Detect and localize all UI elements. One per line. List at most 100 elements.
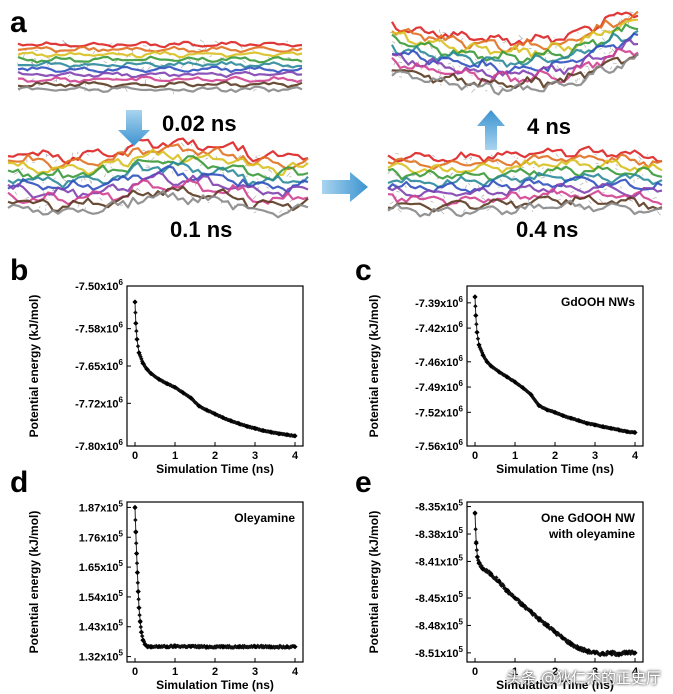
x-tick-label: 0 [132,666,138,678]
x-tick-label: 3 [592,666,598,678]
data-point [536,616,542,622]
time-label-0-02ns: 0.02 ns [162,111,237,136]
snapshot-0-4ns [387,145,663,218]
x-tick-label: 0 [472,450,478,462]
data-point [473,312,479,319]
plot-frame [126,285,304,447]
y-axis-label: Potential energy (kJ/mol) [367,295,381,438]
data-point [600,424,606,430]
data-point [473,304,478,309]
y-tick-label: -7.65x106 [75,358,123,373]
y-tick-label: -7.39x106 [415,295,463,310]
data-point [134,336,140,342]
data-point [488,571,494,577]
time-label-0-4ns: 0.4 ns [516,217,579,242]
data-point [133,310,138,315]
panel-d-letter: d [10,466,29,499]
data-point [140,633,145,639]
x-tick-label: 2 [212,450,218,462]
data-point [474,554,480,560]
data-point [496,369,502,375]
data-point [172,384,178,390]
data-point [133,517,138,523]
panel-a-snapshots [7,10,663,219]
y-tick-label: -8.48x105 [415,617,463,632]
y-tick-label: -7.56x106 [415,438,463,453]
data-point [474,547,479,553]
panel-e-letter: e [355,466,372,499]
x-tick-label: 1 [512,450,518,462]
data-point [134,569,140,576]
series-line [134,507,296,648]
data-point [512,379,518,385]
data-point [476,560,482,566]
y-axis-label: Potential energy (kJ/mol) [367,511,381,654]
data-point [228,418,234,424]
data-point [196,645,202,650]
y-tick-label: 1.76x105 [79,529,124,544]
chart-e: 0 1 2 3 4 -8.51x105 -8.48x105 -8.45x105 -8.41x10… [367,499,644,692]
data-point [236,644,242,650]
data-point [136,605,142,611]
data-point [528,609,534,615]
data-point [137,618,143,624]
x-tick-label: 1 [512,666,518,678]
time-label-0-1ns: 0.1 ns [170,217,233,242]
data-point [204,407,210,413]
data-point [474,322,479,327]
y-tick-label: 1.54x105 [79,589,124,604]
data-point [134,561,140,566]
data-point [268,429,274,435]
chart-annotation: Oleyamine [234,511,295,525]
x-tick-label: 2 [212,666,218,678]
panel-c-letter: c [355,254,372,287]
data-point [136,597,141,602]
data-point [244,423,250,429]
data-point [204,644,210,650]
plot-frame [126,501,304,663]
arrow-down-icon [118,110,150,146]
y-tick-label: -7.46x106 [415,354,463,369]
data-point [137,612,142,618]
data-point [474,329,480,335]
data-point [134,541,139,546]
data-point [484,359,490,365]
data-point [220,643,226,650]
data-point [132,504,138,510]
data-point [135,588,141,595]
data-point [630,649,635,654]
data-point [133,320,139,326]
data-point [140,360,146,366]
y-tick-label: -8.35x105 [415,499,463,514]
data-point [473,527,478,532]
data-point [488,363,494,369]
x-tick-label: 4 [292,450,299,462]
data-point [156,376,162,382]
x-tick-label: 1 [172,450,178,462]
data-point [520,602,526,608]
y-tick-label: -8.38x105 [415,526,463,541]
chart-annotation: One GdOOH NW with oleyamine [541,511,636,541]
y-axis-label: Potential energy (kJ/mol) [27,511,41,654]
watermark: 头条 @狄仁杰的正史厅 [506,669,661,687]
panel-a-letter: a [10,6,27,39]
x-tick-label: 0 [132,450,138,462]
data-point [473,540,479,546]
y-tick-label: 1.32x105 [79,649,124,664]
data-point [188,395,194,401]
data-point [132,299,138,305]
data-point [135,580,140,585]
x-tick-label: 1 [172,666,178,678]
y-tick-label: 1.87x105 [79,499,124,514]
y-tick-label: -8.51x105 [415,645,463,660]
data-point [140,637,146,643]
data-point [188,643,194,650]
data-point [164,644,170,650]
x-axis-label: Simulation Time (ns) [156,678,274,692]
data-point [632,429,638,436]
y-tick-label: -7.58x106 [75,321,123,336]
data-point [496,578,502,585]
data-point [148,370,154,377]
x-tick-label: 2 [552,666,558,678]
y-tick-label: -8.41x105 [415,553,463,568]
